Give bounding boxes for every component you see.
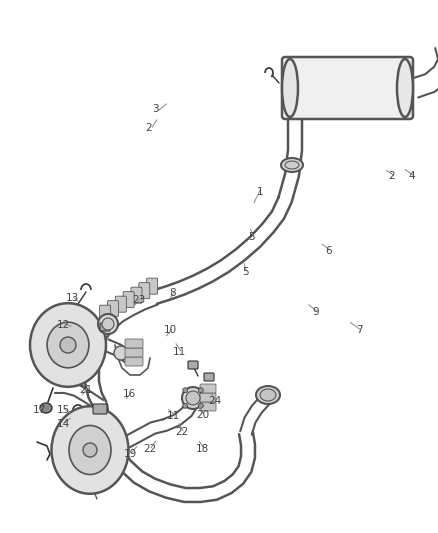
FancyBboxPatch shape xyxy=(282,57,413,119)
Text: 20: 20 xyxy=(196,410,209,419)
Circle shape xyxy=(60,337,76,353)
FancyBboxPatch shape xyxy=(147,278,158,294)
Text: 8: 8 xyxy=(170,288,177,298)
FancyBboxPatch shape xyxy=(125,357,143,366)
Ellipse shape xyxy=(285,161,299,169)
Ellipse shape xyxy=(397,59,413,117)
Ellipse shape xyxy=(281,158,303,172)
Text: 5: 5 xyxy=(248,232,255,242)
Ellipse shape xyxy=(182,387,204,409)
Text: 3: 3 xyxy=(152,104,159,114)
Text: 24: 24 xyxy=(208,396,221,406)
Text: 19: 19 xyxy=(124,449,137,459)
Ellipse shape xyxy=(186,391,200,405)
Text: 13: 13 xyxy=(66,294,79,303)
Ellipse shape xyxy=(98,314,118,334)
Ellipse shape xyxy=(282,59,298,117)
Text: 18: 18 xyxy=(196,444,209,454)
Circle shape xyxy=(83,443,97,457)
FancyBboxPatch shape xyxy=(99,305,111,321)
FancyBboxPatch shape xyxy=(131,287,142,303)
FancyBboxPatch shape xyxy=(107,301,118,317)
Circle shape xyxy=(198,403,203,408)
Circle shape xyxy=(198,387,203,393)
Text: 12: 12 xyxy=(57,320,70,330)
Text: 2: 2 xyxy=(389,171,396,181)
Ellipse shape xyxy=(47,322,89,368)
Text: 10: 10 xyxy=(164,326,177,335)
Ellipse shape xyxy=(114,346,128,360)
Text: 21: 21 xyxy=(79,385,92,395)
Text: 11: 11 xyxy=(166,411,180,421)
Text: 6: 6 xyxy=(325,246,332,255)
FancyBboxPatch shape xyxy=(125,339,143,348)
Text: 5: 5 xyxy=(242,267,249,277)
FancyBboxPatch shape xyxy=(139,282,150,298)
FancyBboxPatch shape xyxy=(188,361,198,369)
FancyBboxPatch shape xyxy=(93,404,107,414)
Text: 23: 23 xyxy=(133,295,146,304)
Ellipse shape xyxy=(260,389,276,401)
Circle shape xyxy=(183,403,188,408)
FancyBboxPatch shape xyxy=(123,292,134,308)
Text: 7: 7 xyxy=(356,326,363,335)
FancyBboxPatch shape xyxy=(200,402,216,411)
Ellipse shape xyxy=(30,303,106,387)
FancyBboxPatch shape xyxy=(125,348,143,357)
Ellipse shape xyxy=(69,425,111,474)
Ellipse shape xyxy=(256,386,280,404)
Text: 14: 14 xyxy=(57,419,70,429)
Text: 4: 4 xyxy=(408,171,415,181)
Text: 17: 17 xyxy=(33,406,46,415)
Ellipse shape xyxy=(52,406,128,494)
FancyBboxPatch shape xyxy=(100,323,110,331)
Circle shape xyxy=(183,387,188,393)
Text: 11: 11 xyxy=(173,347,186,357)
Text: 22: 22 xyxy=(175,427,188,437)
FancyBboxPatch shape xyxy=(200,384,216,393)
Ellipse shape xyxy=(102,318,114,330)
Text: 2: 2 xyxy=(145,123,152,133)
FancyBboxPatch shape xyxy=(115,296,126,312)
Text: 22: 22 xyxy=(143,444,156,454)
FancyBboxPatch shape xyxy=(200,393,216,402)
Text: 1: 1 xyxy=(257,187,264,197)
Text: 15: 15 xyxy=(57,406,70,415)
Ellipse shape xyxy=(40,403,52,413)
Text: 9: 9 xyxy=(312,307,319,317)
Text: 16: 16 xyxy=(123,390,136,399)
FancyBboxPatch shape xyxy=(204,373,214,381)
